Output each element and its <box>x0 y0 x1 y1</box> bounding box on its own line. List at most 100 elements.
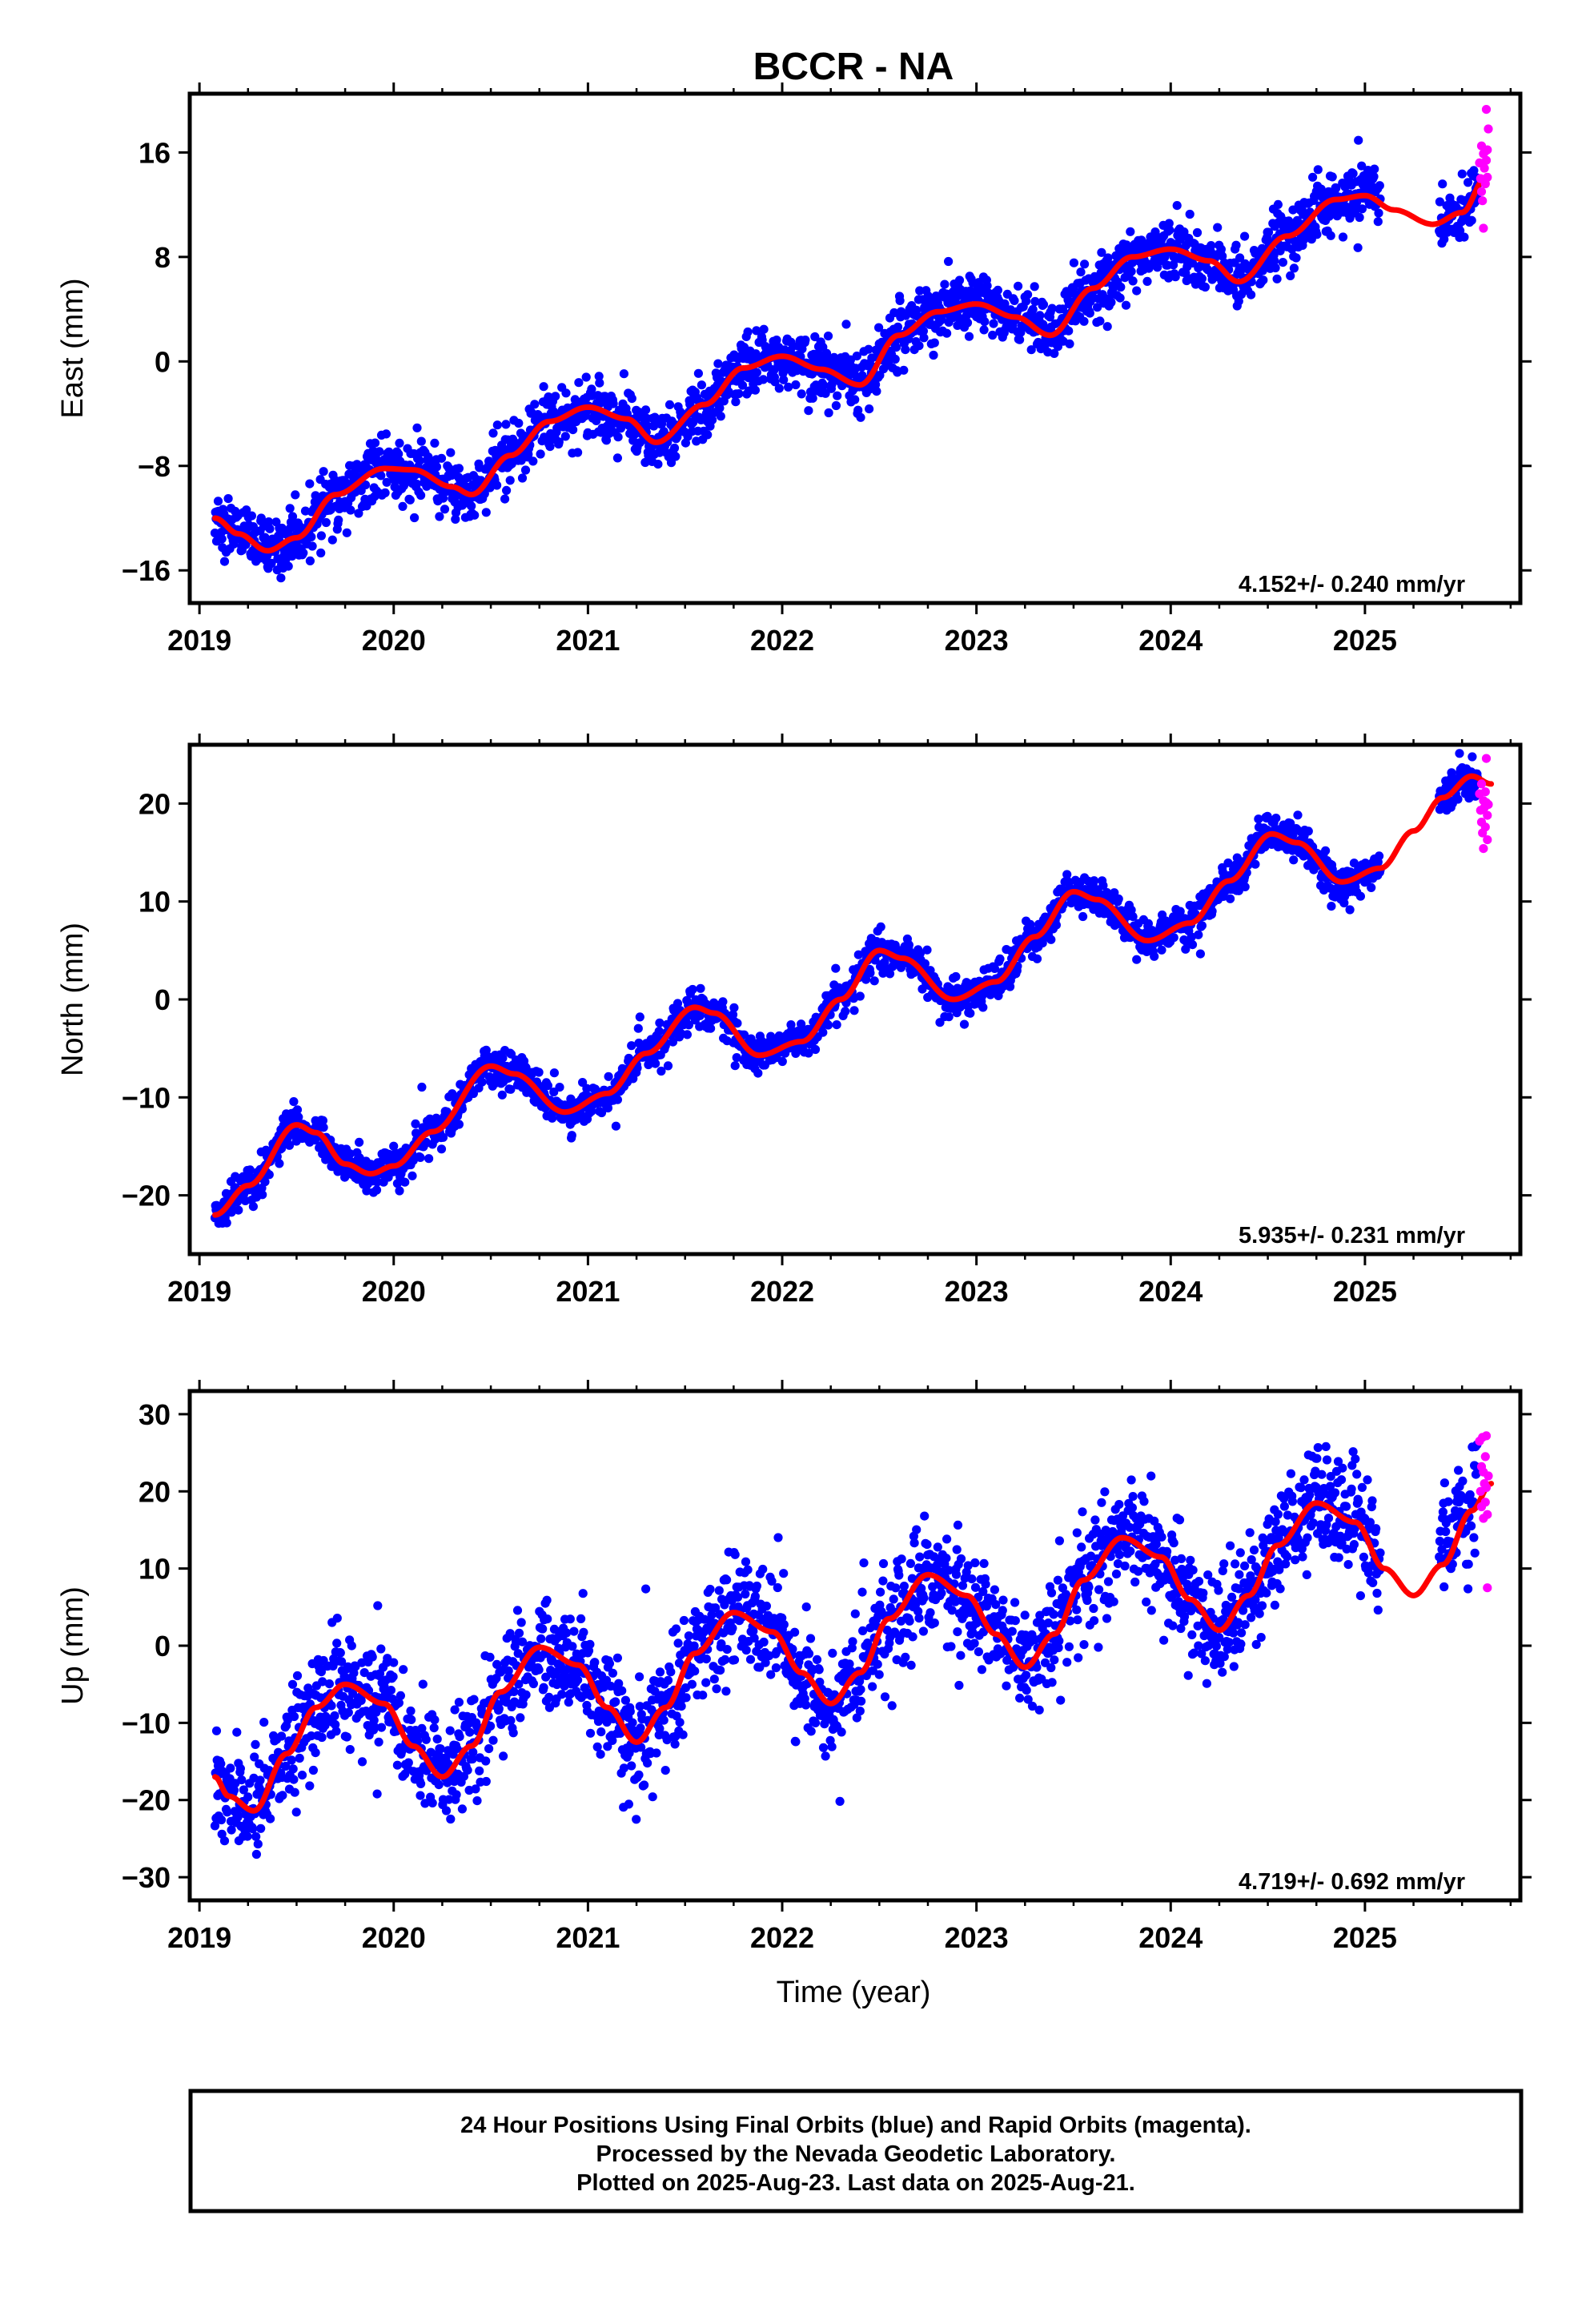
east-xtick-label: 2024 <box>1138 624 1203 657</box>
east-final-point <box>979 325 989 335</box>
east-final-point <box>415 456 424 465</box>
north-final-point <box>966 1008 975 1018</box>
east-final-point <box>1028 304 1038 314</box>
east-final-point <box>989 319 998 328</box>
east-final-point <box>929 350 938 360</box>
east-final-point <box>595 378 604 388</box>
north-final-point <box>944 1012 954 1022</box>
east-final-point <box>592 416 601 426</box>
east-final-point <box>430 438 440 448</box>
up-final-point <box>248 1824 258 1834</box>
east-rapid-point <box>1483 172 1492 182</box>
east-final-point <box>432 462 442 472</box>
east-final-point <box>247 511 256 521</box>
east-final-point <box>267 558 276 569</box>
up-final-point <box>324 1679 334 1689</box>
east-final-point <box>551 392 560 401</box>
north-final-point <box>258 1190 267 1200</box>
east-final-point <box>1023 290 1033 300</box>
north-final-point <box>869 976 879 986</box>
east-final-point <box>370 438 380 448</box>
east-final-point <box>1170 272 1180 282</box>
up-final-point <box>332 1638 342 1648</box>
east-final-point <box>713 359 723 368</box>
north-final-point <box>865 968 875 978</box>
north-final-point <box>706 1023 716 1033</box>
east-rapid-point <box>1479 223 1488 233</box>
north-xtick-label: 2020 <box>362 1275 426 1308</box>
up-final-point <box>392 1760 402 1770</box>
north-final-point <box>922 945 932 955</box>
east-final-point <box>405 495 415 505</box>
east-final-point <box>380 488 390 498</box>
north-final-point <box>1345 905 1355 915</box>
east-final-point <box>223 494 233 504</box>
east-final-point <box>375 447 384 456</box>
north-final-point <box>408 1171 417 1180</box>
east-final-point <box>770 377 780 387</box>
north-final-point <box>978 1003 988 1012</box>
east-final-point <box>671 452 681 461</box>
east-final-point <box>1338 232 1348 242</box>
east-final-point <box>901 345 910 355</box>
up-final-point <box>454 1698 464 1707</box>
east-final-point <box>1327 172 1337 182</box>
east-final-point <box>1014 281 1023 291</box>
east-final-point <box>560 432 570 441</box>
east-final-point <box>819 380 829 390</box>
east-final-point <box>305 479 315 489</box>
up-final-point <box>332 1614 342 1623</box>
north-final-point <box>841 1007 850 1016</box>
east-final-point <box>641 405 651 415</box>
east-final-point <box>940 279 950 289</box>
up-final-point <box>277 1731 287 1741</box>
up-final-point <box>374 1737 383 1747</box>
east-final-point <box>774 384 784 393</box>
north-final-point <box>633 1023 643 1033</box>
east-final-point <box>1467 215 1476 225</box>
up-final-point <box>452 1790 461 1799</box>
north-final-point <box>234 1205 243 1215</box>
north-final-point <box>319 1123 328 1132</box>
north-final-point <box>1090 876 1099 886</box>
east-final-point <box>319 467 328 476</box>
east-final-point <box>1240 231 1250 241</box>
east-final-point <box>1278 258 1287 267</box>
north-final-point <box>1468 752 1477 762</box>
north-final-point <box>248 1202 258 1212</box>
up-final-point <box>211 1726 222 1735</box>
north-final-point <box>959 1019 970 1029</box>
up-final-point <box>255 1775 265 1785</box>
up-final-point <box>343 1707 353 1717</box>
east-final-point <box>962 318 973 328</box>
east-final-point <box>1460 232 1469 242</box>
east-final-point <box>229 539 239 549</box>
east-xtick-label: 2025 <box>1333 624 1397 657</box>
up-final-point <box>399 1665 408 1675</box>
north-final-point <box>682 1030 693 1039</box>
east-final-point <box>492 420 502 430</box>
east-final-point <box>327 535 337 545</box>
north-final-point <box>995 954 1005 963</box>
north-final-point <box>1132 955 1142 964</box>
north-final-point <box>651 1059 661 1068</box>
north-final-point <box>1367 883 1376 892</box>
east-final-point <box>1457 169 1467 179</box>
up-final-point <box>305 1781 315 1791</box>
north-final-point <box>718 997 728 1007</box>
up-final-point <box>421 1735 431 1744</box>
north-final-point <box>355 1137 364 1147</box>
east-final-point <box>342 528 351 537</box>
north-final-point <box>635 1012 644 1022</box>
up-final-point <box>216 1759 226 1768</box>
east-final-point <box>467 501 476 511</box>
east-final-point <box>1326 231 1335 240</box>
north-final-point <box>810 1044 821 1055</box>
north-final-point <box>395 1186 404 1196</box>
east-final-point <box>1273 199 1283 209</box>
up-final-point <box>389 1658 399 1667</box>
north-final-point <box>1046 935 1056 944</box>
north-final-point <box>1355 891 1365 901</box>
east-axis-title: East (mm) <box>56 278 90 418</box>
north-xtick-label: 2022 <box>750 1275 814 1308</box>
